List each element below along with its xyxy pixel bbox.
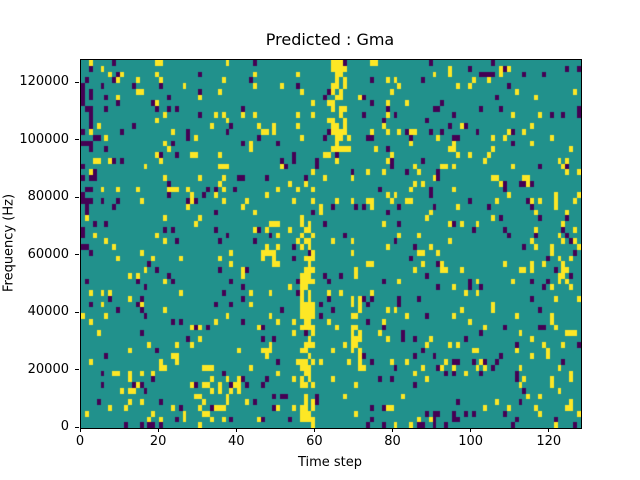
y-tick-label: 40000 [27,304,69,319]
y-tick-mark [75,254,79,255]
y-tick-mark [75,81,79,83]
chart-title: Predicted : Gma [265,30,395,49]
y-tick-mark [75,196,79,198]
x-tick-mark [548,428,550,432]
x-tick-mark [470,428,472,432]
y-tick-label: 100000 [19,131,69,147]
y-tick-label: 20000 [27,361,69,377]
x-tick-label: 0 [75,434,85,449]
heatmap-image [81,60,581,428]
x-tick-mark [157,428,159,432]
y-tick-label: 80000 [27,189,69,204]
x-tick-mark [235,428,237,432]
x-tick-label: 40 [227,434,245,449]
x-tick-mark [79,428,81,432]
y-tick-label: 0 [60,419,69,434]
x-tick-label: 20 [149,434,167,449]
x-tick-mark [313,428,315,432]
y-tick-mark [75,139,79,140]
x-tick-label: 100 [458,434,484,449]
y-axis-ticks: 0 20000 40000 60000 80000 100000 120000 [0,59,80,434]
x-tick-label: 120 [536,434,562,449]
x-axis-label: Time step [297,455,363,470]
x-tick-label: 60 [306,434,323,449]
y-tick-mark [75,311,79,313]
x-tick-mark [392,428,393,432]
plot-area [80,59,582,429]
x-tick-label: 80 [384,434,401,449]
x-axis-ticks: 0 20 40 60 80 100 120 [76,428,582,462]
y-tick-mark [75,426,79,428]
y-tick-label: 120000 [19,74,69,89]
y-tick-label: 60000 [27,246,69,262]
y-tick-mark [75,369,79,370]
